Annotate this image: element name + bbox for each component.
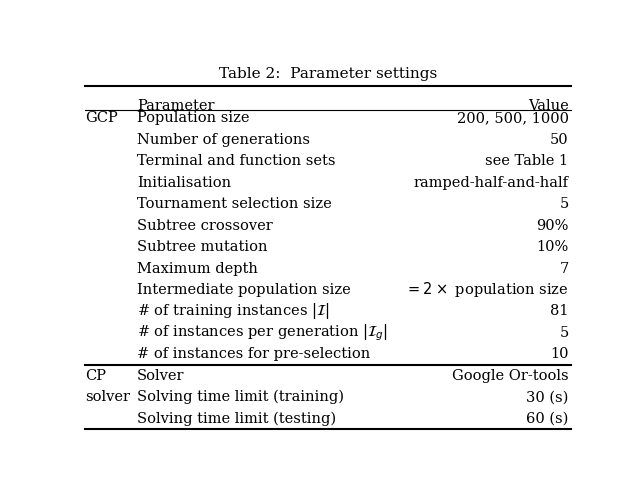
Text: Value: Value (528, 99, 568, 113)
Text: 200, 500, 1000: 200, 500, 1000 (456, 111, 568, 125)
Text: Maximum depth: Maximum depth (137, 261, 258, 275)
Text: Tournament selection size: Tournament selection size (137, 197, 332, 211)
Text: Solving time limit (training): Solving time limit (training) (137, 390, 344, 404)
Text: 90%: 90% (536, 219, 568, 233)
Text: 7: 7 (559, 261, 568, 275)
Text: # of instances for pre-selection: # of instances for pre-selection (137, 347, 371, 361)
Text: 10%: 10% (536, 240, 568, 254)
Text: Terminal and function sets: Terminal and function sets (137, 154, 335, 168)
Text: 30 (s): 30 (s) (526, 390, 568, 404)
Text: 50: 50 (550, 133, 568, 147)
Text: Intermediate population size: Intermediate population size (137, 283, 351, 297)
Text: see Table 1: see Table 1 (485, 154, 568, 168)
Text: Subtree crossover: Subtree crossover (137, 219, 273, 233)
Text: 5: 5 (559, 326, 568, 340)
Text: $= 2\times$ population size: $= 2\times$ population size (405, 280, 568, 299)
Text: CP: CP (85, 369, 106, 383)
Text: GCP: GCP (85, 111, 118, 125)
Text: ramped-half-and-half: ramped-half-and-half (413, 176, 568, 190)
Text: 5: 5 (559, 197, 568, 211)
Text: Solver: Solver (137, 369, 184, 383)
Text: Population size: Population size (137, 111, 250, 125)
Text: solver: solver (85, 390, 130, 404)
Text: 60 (s): 60 (s) (526, 412, 568, 426)
Text: Number of generations: Number of generations (137, 133, 310, 147)
Text: Initialisation: Initialisation (137, 176, 231, 190)
Text: 81: 81 (550, 304, 568, 318)
Text: 10: 10 (550, 347, 568, 361)
Text: Parameter: Parameter (137, 99, 214, 113)
Text: Table 2:  Parameter settings: Table 2: Parameter settings (219, 67, 437, 81)
Text: # of instances per generation $|\mathcal{I}_g|$: # of instances per generation $|\mathcal… (137, 322, 388, 343)
Text: Solving time limit (testing): Solving time limit (testing) (137, 412, 336, 426)
Text: Subtree mutation: Subtree mutation (137, 240, 268, 254)
Text: Google Or-tools: Google Or-tools (452, 369, 568, 383)
Text: # of training instances $|\mathcal{I}|$: # of training instances $|\mathcal{I}|$ (137, 301, 330, 321)
